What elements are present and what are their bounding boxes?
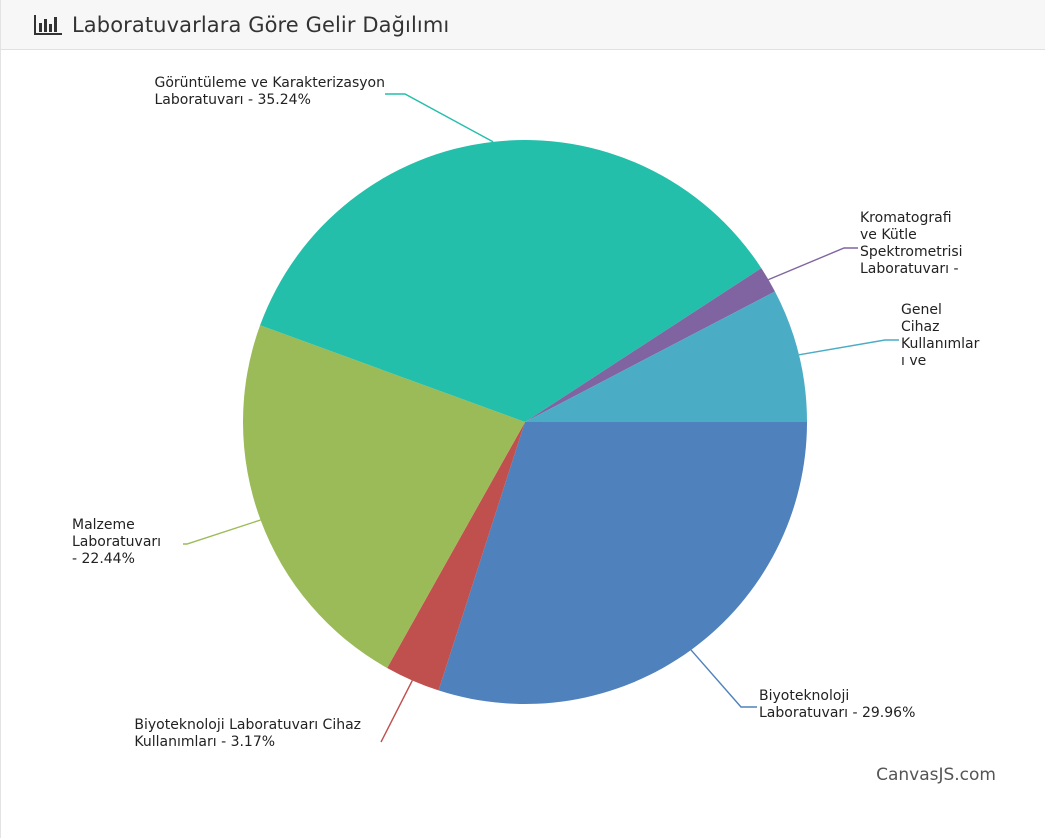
pie-slice[interactable] bbox=[242, 325, 525, 668]
pie-chart: Biyoteknoloji Laboratuvarı - 29.96% Biyote… bbox=[72, 75, 996, 785]
leader-line bbox=[798, 339, 899, 356]
pie-slice[interactable] bbox=[438, 422, 807, 705]
pie-slice[interactable] bbox=[260, 139, 762, 422]
pie-slice[interactable] bbox=[387, 422, 525, 691]
leader-line bbox=[385, 93, 494, 143]
slice-label: Görüntüleme ve Karakterizasyon Laboratuva… bbox=[155, 75, 385, 108]
card-header: Laboratuvarlara Göre Gelir Dağılımı bbox=[1, 0, 1045, 50]
leader-line bbox=[380, 680, 413, 743]
bar-chart-icon bbox=[34, 14, 62, 35]
slice-label: Genel Cihaz Kullanımlar ı ve bbox=[901, 302, 980, 369]
leader-line bbox=[690, 649, 757, 708]
slice-label: Biyoteknoloji Laboratuvarı Cihaz Kullanım… bbox=[134, 717, 361, 750]
card-title: Laboratuvarlara Göre Gelir Dağılımı bbox=[72, 12, 450, 37]
pie-slice[interactable] bbox=[525, 268, 775, 422]
pie-slice[interactable] bbox=[525, 291, 807, 422]
pie-slices bbox=[242, 139, 807, 705]
leader-line bbox=[183, 519, 261, 545]
pie-labels: Biyoteknoloji Laboratuvarı - 29.96% Biyote… bbox=[72, 75, 980, 750]
slice-label: Biyoteknoloji Laboratuvarı - 29.96% bbox=[759, 688, 915, 721]
slice-label: Kromatografi ve Kütle Spektrometrisi Labora… bbox=[860, 210, 963, 277]
pie-leader-lines bbox=[183, 93, 899, 743]
slice-label: Malzeme Laboratuvarı - 22.44% bbox=[72, 517, 161, 567]
leader-line bbox=[768, 247, 858, 281]
canvasjs-credit[interactable]: CanvasJS.com bbox=[876, 765, 996, 785]
